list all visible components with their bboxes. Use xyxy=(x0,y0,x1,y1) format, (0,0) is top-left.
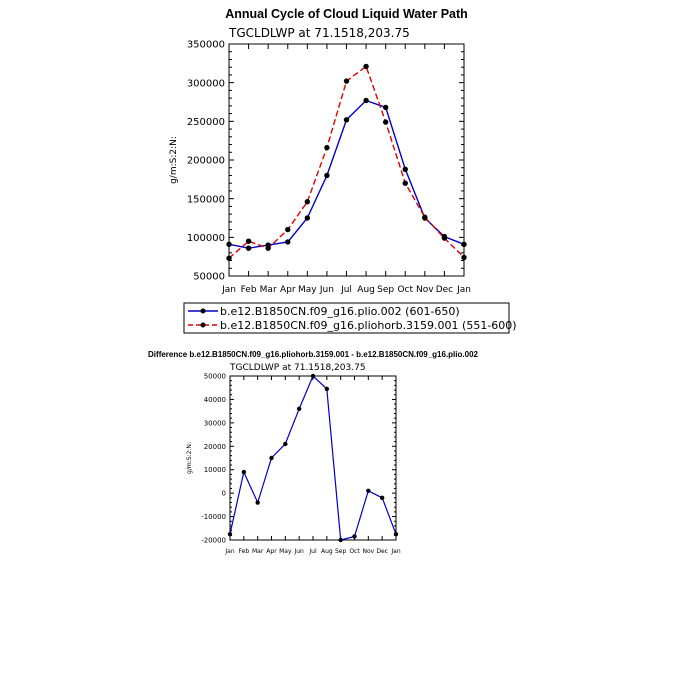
data-point xyxy=(255,500,260,505)
chart-subtitle: TGCLDLWP at 71.1518,203.75 xyxy=(229,363,366,373)
y-tick-label: 30000 xyxy=(204,419,226,427)
x-tick-label: Jan xyxy=(224,548,234,555)
y-tick-label: 40000 xyxy=(204,396,226,404)
plot-frame xyxy=(229,375,397,541)
x-tick-label: Sep xyxy=(335,548,347,555)
y-tick-label: 200000 xyxy=(187,156,225,167)
series-line-1 xyxy=(229,374,397,541)
data-point xyxy=(304,215,311,221)
data-point xyxy=(324,172,330,179)
chart-subtitle: TGCLDLWP at 71.1518,203.75 xyxy=(228,26,410,40)
data-point xyxy=(461,241,467,247)
x-tick-label: Jun xyxy=(293,548,304,555)
x-tick-label: Mar xyxy=(252,548,264,555)
x-tick-label: Nov xyxy=(416,285,434,295)
data-point xyxy=(226,241,232,247)
chart-1: Annual Cycle of Cloud Liquid Water Path T… xyxy=(169,7,517,334)
x-tick-label: Sep xyxy=(377,285,394,295)
x-tick-label: Jun xyxy=(319,285,334,295)
data-point xyxy=(363,63,369,70)
data-point xyxy=(285,239,291,245)
data-point xyxy=(422,214,428,220)
data-point xyxy=(304,199,311,205)
x-tick-label: Oct xyxy=(397,285,413,295)
data-point xyxy=(382,104,389,111)
x-tick-label: May xyxy=(298,285,317,295)
y-tick-label: 150000 xyxy=(187,194,225,205)
y-tick-label: 250000 xyxy=(187,117,225,128)
data-point xyxy=(285,226,291,233)
chart-2: Difference b.e12.B1850CN.f09_g16.pliohor… xyxy=(148,350,478,555)
x-tick-label: Aug xyxy=(321,548,333,555)
y-axis-label: g/m:S:2:N: xyxy=(169,136,179,184)
y-tick-label: 100000 xyxy=(187,233,225,244)
x-tick-label: Dec xyxy=(376,548,388,555)
y-tick-label: 20000 xyxy=(204,443,226,451)
legend: b.e12.B1850CN.f09_g16.plio.002 (601-650)… xyxy=(183,302,517,334)
x-tick-label: Jan xyxy=(221,285,236,295)
data-point xyxy=(441,235,448,241)
data-point xyxy=(265,245,271,251)
data-point xyxy=(379,495,385,501)
y-tick-label: 10000 xyxy=(204,466,226,474)
data-point xyxy=(393,531,399,537)
x-tick-label: Apr xyxy=(280,285,296,295)
y-axis-label: g/m:S:2:N: xyxy=(186,442,193,474)
x-tick-label: Feb xyxy=(241,285,257,295)
x-tick-label: Feb xyxy=(239,548,250,555)
x-tick-label: Nov xyxy=(362,548,374,555)
data-point xyxy=(324,144,330,151)
data-point xyxy=(283,441,288,447)
data-point xyxy=(245,238,252,244)
data-point xyxy=(226,255,232,261)
x-tick-label: Jan xyxy=(456,285,471,295)
data-point xyxy=(310,373,316,379)
y-tick-label: -10000 xyxy=(201,513,226,521)
series-line-1 xyxy=(228,99,465,249)
y-tick-label: 50000 xyxy=(204,373,226,381)
legend-marker xyxy=(200,322,206,328)
x-tick-label: Apr xyxy=(266,548,277,555)
data-point xyxy=(241,469,247,475)
series-line-2 xyxy=(228,65,465,259)
data-point xyxy=(402,166,408,172)
x-tick-label: Jan xyxy=(390,548,400,555)
x-tick-label: Dec xyxy=(436,285,453,295)
data-point xyxy=(227,531,233,537)
data-point xyxy=(363,97,369,104)
data-point xyxy=(296,406,302,411)
x-tick-label: Mar xyxy=(260,285,277,295)
data-point xyxy=(382,119,389,125)
data-point xyxy=(269,455,274,461)
data-point xyxy=(352,534,357,539)
x-tick-label: Oct xyxy=(349,548,360,555)
legend-marker xyxy=(200,308,206,314)
data-point xyxy=(461,254,467,261)
data-point xyxy=(245,245,252,251)
chart-title: Difference b.e12.B1850CN.f09_g16.pliohor… xyxy=(148,350,478,359)
y-tick-label: 0 xyxy=(222,490,226,498)
y-tick-label: 350000 xyxy=(187,40,225,51)
legend-entry: b.e12.B1850CN.f09_g16.pliohorb.3159.001 … xyxy=(220,319,517,332)
data-point xyxy=(343,78,350,84)
y-tick-label: 300000 xyxy=(187,78,225,89)
y-tick-label: 50000 xyxy=(193,272,225,283)
x-tick-label: Aug xyxy=(357,285,375,295)
data-point xyxy=(366,488,371,493)
x-tick-label: Jul xyxy=(340,285,352,295)
y-tick-label: -20000 xyxy=(201,537,226,545)
data-point xyxy=(338,537,343,543)
data-point xyxy=(343,117,350,123)
legend-entry: b.e12.B1850CN.f09_g16.plio.002 (601-650) xyxy=(220,305,460,318)
x-tick-label: May xyxy=(279,548,292,555)
x-tick-label: Jul xyxy=(308,548,317,555)
data-point xyxy=(324,386,330,392)
chart-title: Annual Cycle of Cloud Liquid Water Path xyxy=(225,7,468,21)
legend-box xyxy=(183,302,510,334)
data-point xyxy=(402,180,408,186)
